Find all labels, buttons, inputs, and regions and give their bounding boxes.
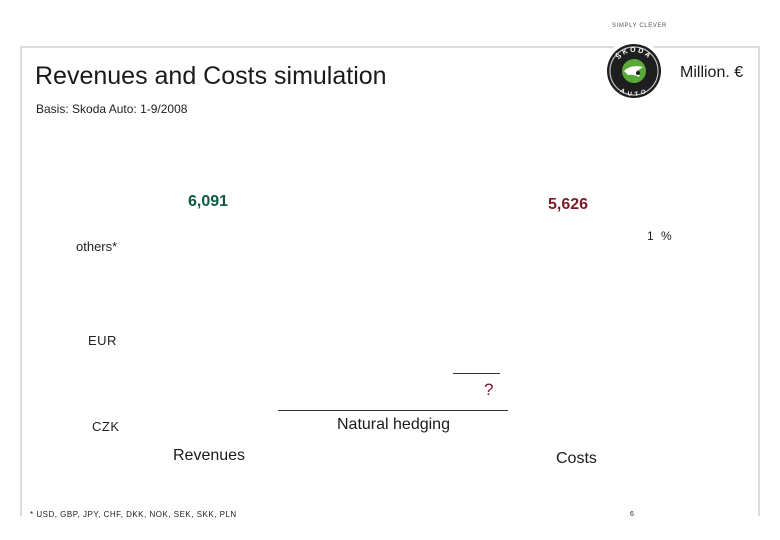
- revenues-total-label: 6,091: [188, 193, 229, 210]
- footnote: * USD, GBP, JPY, CHF, DKK, NOK, SEK, SKK…: [30, 510, 237, 519]
- natural-hedging-annotation: Natural hedging: [337, 416, 450, 433]
- basis-note: Basis: Skoda Auto: 1-9/2008: [36, 102, 188, 116]
- svg-text:AUTO: AUTO: [619, 88, 649, 98]
- logo-text-bottom: AUTO: [619, 88, 647, 98]
- question-mark-label: ?: [484, 380, 494, 399]
- page-title: Revenues and Costs simulation: [35, 62, 387, 90]
- category-label-costs: Costs: [556, 450, 597, 467]
- percent-label: 1 %: [647, 229, 674, 243]
- category-label-revenues: Revenues: [173, 447, 246, 464]
- brand-tagline: SIMPLY CLEVER: [612, 23, 667, 29]
- unit-label: Million. €: [680, 64, 744, 81]
- hedging-baseline: [278, 410, 508, 411]
- costs-total-label: 5,626: [548, 196, 589, 213]
- slide-frame: [20, 46, 760, 516]
- segment-label-others: others*: [76, 239, 118, 254]
- page-number: 6: [626, 509, 638, 521]
- hedging-bracket-line: [453, 373, 500, 374]
- segment-label-czk: CZK: [92, 419, 120, 434]
- segment-label-eur: EUR: [88, 333, 117, 348]
- skoda-logo: ŠKODA AUTO: [603, 40, 665, 102]
